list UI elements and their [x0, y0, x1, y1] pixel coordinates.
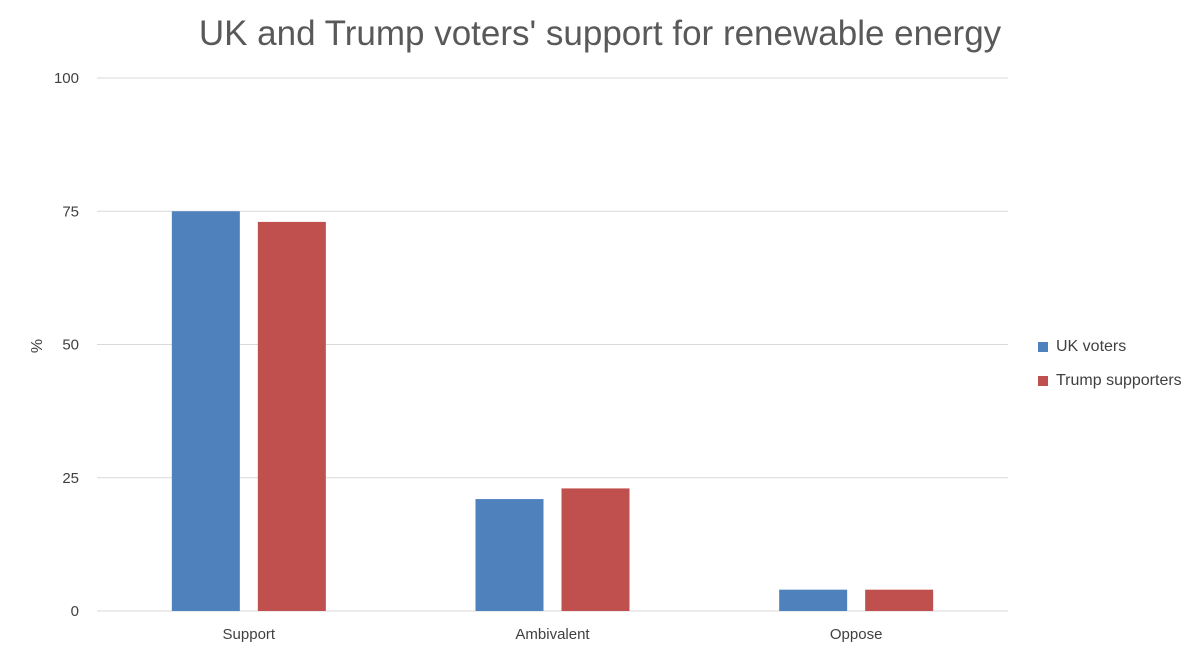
bars — [171, 211, 934, 611]
bar-ambivalent-series-1 — [561, 488, 630, 611]
bar-support-series-1 — [257, 221, 326, 611]
y-axis-ticks: 0 25 50 75 100 — [54, 70, 79, 620]
bar-ambivalent-series-0 — [475, 499, 544, 611]
legend-swatch — [1038, 376, 1048, 386]
x-category-label: Support — [223, 626, 276, 643]
legend-label: Trump supporters — [1056, 372, 1182, 389]
chart-title: UK and Trump voters' support for renewab… — [198, 14, 1002, 53]
y-tick-label: 50 — [62, 337, 79, 354]
x-axis-categories: Support Ambivalent Oppose — [223, 626, 883, 643]
bar-oppose-series-1 — [865, 589, 934, 611]
bar-support-series-0 — [171, 211, 240, 611]
y-tick-label: 75 — [62, 203, 79, 220]
x-category-label: Ambivalent — [515, 626, 590, 643]
legend-item: UK voters — [1038, 330, 1182, 364]
y-tick-label: 100 — [54, 70, 79, 87]
gridlines — [97, 77, 1008, 612]
bar-oppose-series-0 — [779, 589, 848, 611]
legend: UK voters Trump supporters — [1038, 330, 1182, 398]
legend-item: Trump supporters — [1038, 364, 1182, 398]
y-tick-label: 0 — [71, 603, 79, 620]
x-category-label: Oppose — [830, 626, 883, 643]
legend-label: UK voters — [1056, 338, 1127, 355]
y-tick-label: 25 — [62, 470, 79, 487]
legend-swatch — [1038, 342, 1048, 352]
y-axis-title: % — [29, 339, 46, 353]
